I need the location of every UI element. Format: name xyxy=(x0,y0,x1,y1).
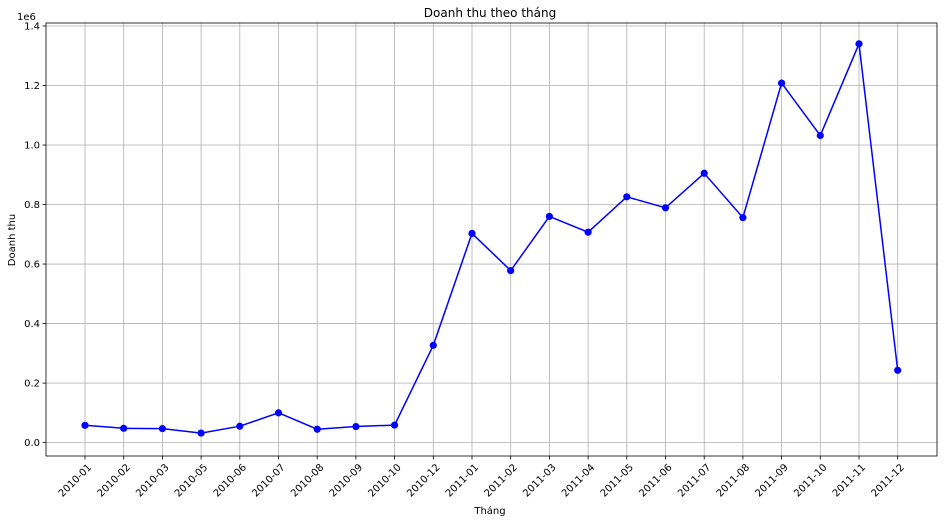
data-point xyxy=(855,40,863,48)
chart-title: Doanh thu theo tháng xyxy=(424,6,556,20)
data-point xyxy=(778,79,786,87)
data-point xyxy=(81,421,89,429)
data-point xyxy=(894,366,902,374)
x-axis: 2010-01 2010-02 2010-03 2010-05 2010-06 2010-… xyxy=(57,456,907,500)
data-point xyxy=(429,341,437,349)
data-point xyxy=(700,169,708,177)
series-line xyxy=(81,40,902,437)
x-tick-label: 2010-07 xyxy=(250,462,287,499)
x-tick-label: 2011-04 xyxy=(560,462,597,499)
data-point xyxy=(352,422,360,431)
x-tick-label: 2011-02 xyxy=(483,462,520,499)
data-point xyxy=(623,193,631,201)
y-tick-label: 0.8 xyxy=(24,200,40,211)
x-tick-label: 2010-02 xyxy=(96,462,133,499)
data-point xyxy=(584,228,592,236)
data-point xyxy=(120,424,128,432)
x-tick-label: 2010-08 xyxy=(289,462,326,499)
plot-frame xyxy=(45,22,938,457)
y-axis: 0.0 0.2 0.4 0.6 0.8 1.0 1.2 1.4 xyxy=(24,21,46,449)
data-point xyxy=(816,131,824,140)
x-tick-label: 2010-09 xyxy=(328,462,365,499)
data-point xyxy=(507,266,515,275)
data-point xyxy=(313,425,321,433)
x-tick-label: 2011-07 xyxy=(676,462,713,499)
data-point xyxy=(661,204,670,212)
x-tick-label: 2010-06 xyxy=(212,462,249,499)
data-point xyxy=(545,212,554,221)
x-tick-label: 2011-11 xyxy=(831,462,868,499)
data-point xyxy=(158,425,166,433)
y-tick-label: 1.0 xyxy=(24,141,40,152)
data-point xyxy=(274,409,283,417)
x-axis-title: Tháng xyxy=(473,505,505,517)
x-tick-label: 2010-05 xyxy=(173,462,210,499)
x-tick-label: 2011-09 xyxy=(753,462,790,499)
x-tick-label: 2011-06 xyxy=(637,462,674,499)
x-tick-label: 2011-10 xyxy=(792,462,829,499)
y-tick-label: 0.6 xyxy=(24,260,40,271)
series-line-path xyxy=(84,40,899,434)
x-tick-label: 2010-01 xyxy=(57,462,94,499)
grid xyxy=(46,23,937,456)
x-tick-label: 2010-03 xyxy=(134,462,171,499)
y-tick-label: 1.4 xyxy=(24,21,40,32)
y-tick-label: 1.2 xyxy=(24,81,40,92)
data-point xyxy=(468,229,476,237)
x-tick-label: 2011-08 xyxy=(715,462,752,499)
y-tick-label: 0.2 xyxy=(24,379,40,390)
data-point xyxy=(739,214,747,222)
x-tick-label: 2011-12 xyxy=(870,462,907,499)
x-tick-label: 2010-12 xyxy=(405,462,442,499)
y-offset-label: 1e6 xyxy=(17,12,36,23)
y-tick-label: 0.0 xyxy=(24,438,40,449)
y-tick-label: 0.4 xyxy=(24,319,40,330)
data-point xyxy=(391,421,399,429)
data-point xyxy=(236,422,244,430)
x-tick-label: 2011-03 xyxy=(521,462,558,499)
y-axis-title: Doanh thu xyxy=(7,214,18,266)
x-tick-label: 2011-01 xyxy=(444,462,481,499)
x-tick-label: 2011-05 xyxy=(599,462,636,499)
data-point xyxy=(197,429,205,437)
x-tick-label: 2010-10 xyxy=(366,462,403,499)
